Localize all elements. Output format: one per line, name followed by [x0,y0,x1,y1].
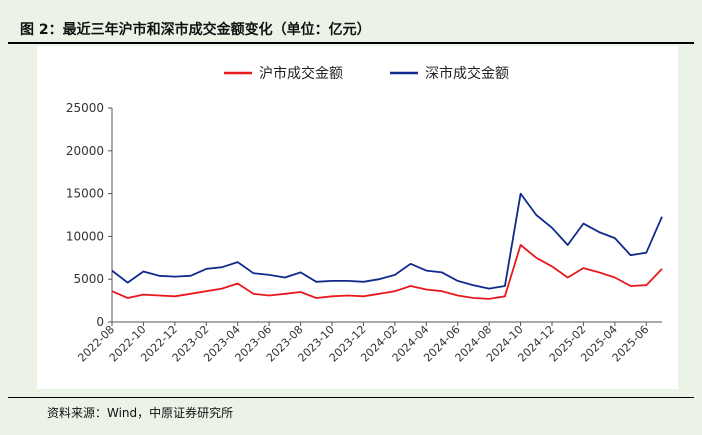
chart-area: 沪市成交金额 深市成交金额 0 5000 10000 15000 20000 25000 2… [37,46,678,389]
series-line-sz [111,192,663,290]
series-line-sh [111,244,663,300]
y-tick-label: 25000 [66,101,104,115]
y-tick-label: 0 [96,315,104,329]
y-tick-label: 10000 [66,229,104,243]
top-rule [8,42,694,44]
legend-label-sh: 沪市成交金额 [259,65,343,82]
line-chart: 沪市成交金额 深市成交金额 05000100001500020000250002… [66,65,663,365]
source-note: 资料来源：Wind，中原证券研究所 [47,406,234,420]
y-tick-label: 20000 [66,144,104,158]
y-tick-label: 5000 [73,272,104,286]
chart-legend: 沪市成交金额 深市成交金额 [224,65,509,82]
figure-title: 图 2：最近三年沪市和深市成交金额变化（单位：亿元） [20,22,371,38]
legend-label-sz: 深市成交金额 [425,65,509,82]
bottom-rule [8,397,694,398]
y-tick-label: 15000 [66,187,104,201]
